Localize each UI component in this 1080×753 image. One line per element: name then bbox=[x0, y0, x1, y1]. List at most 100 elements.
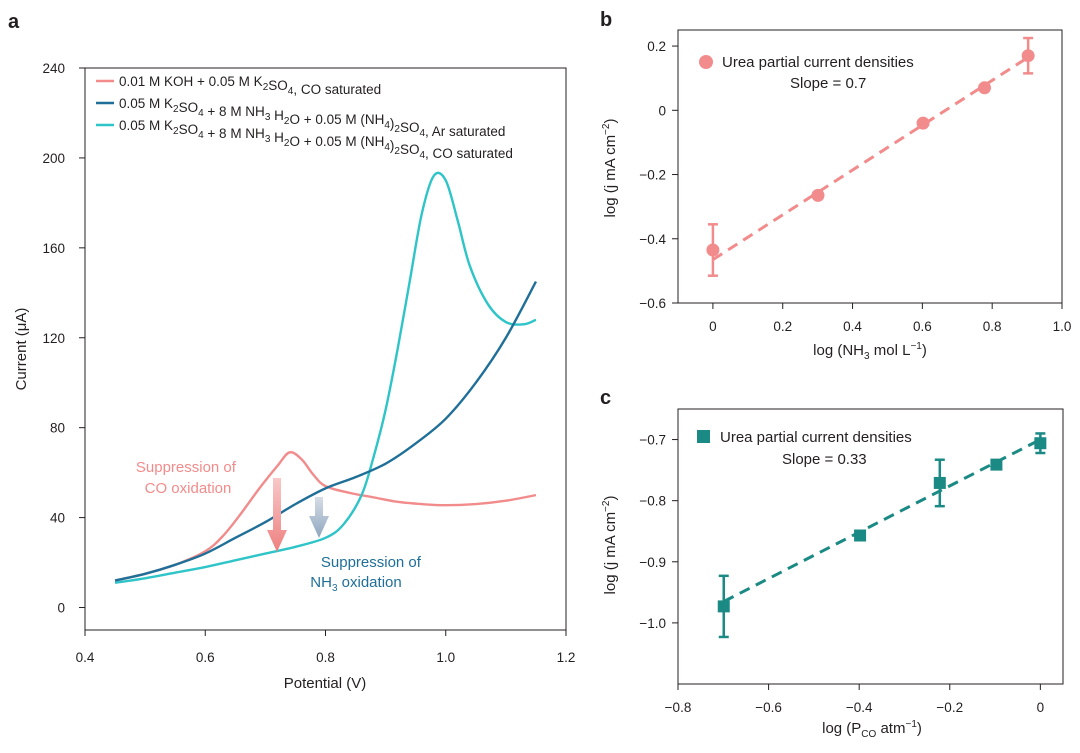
annotation-nh3-line2a: NH bbox=[310, 574, 332, 591]
legend-text-run: O + 0.05 M (NH bbox=[289, 134, 384, 149]
x-tick-label-c: −0.6 bbox=[755, 700, 782, 715]
legend-text-run: 0.05 M K bbox=[119, 118, 173, 133]
x-tick-label-a: 0.6 bbox=[196, 650, 215, 665]
legend-marker-c bbox=[697, 430, 710, 443]
legend-subscript: 2 bbox=[394, 146, 400, 157]
legend-text-run: SO bbox=[400, 142, 420, 157]
legend-subscript: 4 bbox=[198, 130, 204, 141]
annotation-co-line2: CO oxidation bbox=[145, 480, 232, 497]
x-tick-label-c: −0.2 bbox=[936, 700, 963, 715]
panel-a: 0.4 0.6 0.8 1.0 1.2 0 40 80 120 160 200 240 0.01 M … bbox=[13, 61, 575, 692]
x-tick-label-b: 0.6 bbox=[913, 319, 932, 334]
series-line-a-0 bbox=[114, 451, 537, 582]
data-point-b bbox=[1021, 49, 1035, 63]
data-point-c bbox=[854, 529, 867, 542]
x-tick-label-c: −0.8 bbox=[665, 700, 692, 715]
fit-line-c bbox=[723, 438, 1042, 603]
legend-subscript: 4 bbox=[384, 120, 390, 131]
data-point-c bbox=[717, 600, 730, 613]
panel-label-a: a bbox=[8, 11, 20, 33]
data-point-c bbox=[990, 458, 1003, 471]
y-tick-label-a: 160 bbox=[42, 241, 65, 256]
data-point-b bbox=[978, 81, 992, 95]
panel-c: −0.8 −0.6 −0.4 −0.2 0 −1.0 −0.9 −0.8 −0.7 Urea p… bbox=[601, 408, 1064, 740]
arrow-co-suppression bbox=[267, 478, 287, 552]
y-tick-label-a: 120 bbox=[42, 331, 65, 346]
annotation-co-suppression: Suppression of CO oxidation bbox=[136, 459, 240, 497]
legend-text-run: O + 0.05 M (NH bbox=[289, 112, 384, 127]
annotation-nh3-line2sub: 3 bbox=[332, 583, 338, 594]
x-tick-label-a: 1.0 bbox=[436, 650, 455, 665]
y-tick-label-c: −0.9 bbox=[639, 555, 666, 570]
legend-subscript: 3 bbox=[265, 134, 271, 145]
data-point-b bbox=[811, 188, 825, 202]
x-tick-label-b: 0.8 bbox=[983, 319, 1002, 334]
x-tick-label-a: 0.4 bbox=[76, 650, 95, 665]
x-tick-label-a: 0.8 bbox=[316, 650, 335, 665]
panel-label-b: b bbox=[600, 9, 612, 31]
legend-subscript: 2 bbox=[284, 116, 290, 127]
legend-label-a-0: 0.01 M KOH + 0.05 M K2SO4, CO saturated bbox=[119, 74, 381, 97]
data-point-c bbox=[1034, 437, 1047, 450]
legend-text-run: H bbox=[270, 108, 284, 123]
y-tick-label-a: 240 bbox=[42, 61, 65, 76]
panel-b: 0 0.2 0.4 0.6 0.8 1.0 −0.6 −0.4 −0.2 0 0.2 Urea pa… bbox=[601, 29, 1071, 362]
y-axis-label-a: Current (μA) bbox=[13, 308, 30, 391]
x-tick-label-c: −0.4 bbox=[846, 700, 873, 715]
series-line-a-1 bbox=[114, 280, 537, 582]
y-tick-label-b: 0.2 bbox=[647, 39, 666, 54]
legend-label-a-2: 0.05 M K2SO4 + 8 M NH3 H2O + 0.05 M (NH4… bbox=[119, 118, 513, 161]
y-axis-label-c: log (j mA cm−2) bbox=[601, 496, 619, 595]
plot-frame-c bbox=[677, 408, 1064, 685]
legend-text-run: SO bbox=[400, 120, 420, 135]
legend-text-run: SO bbox=[179, 100, 199, 115]
arrow-nh3-suppression bbox=[309, 497, 329, 538]
legend-subscript: 4 bbox=[198, 108, 204, 119]
legend-text-run: 0.01 M KOH + 0.05 M K bbox=[119, 74, 263, 89]
annotation-nh3-suppression: Suppression of NH3 oxidation bbox=[310, 554, 425, 594]
legend-marker-b bbox=[699, 55, 713, 69]
data-point-b bbox=[916, 116, 930, 130]
data-point-c bbox=[933, 476, 946, 489]
legend-subscript: 4 bbox=[419, 150, 425, 161]
legend-label-a-1: 0.05 M K2SO4 + 8 M NH3 H2O + 0.05 M (NH4… bbox=[119, 96, 505, 139]
y-tick-label-a: 0 bbox=[57, 601, 65, 616]
legend-label-b: Urea partial current densities bbox=[722, 54, 914, 71]
annotation-nh3-line1: Suppression of bbox=[321, 554, 422, 571]
x-tick-label-b: 0 bbox=[709, 319, 717, 334]
legend-subscript: 2 bbox=[173, 104, 179, 115]
legend-text-run: SO bbox=[179, 122, 199, 137]
annotation-co-line1: Suppression of bbox=[136, 459, 237, 476]
legend-subscript: 2 bbox=[173, 126, 179, 137]
x-axis-label-b: log (NH3 mol L−1) bbox=[813, 341, 927, 362]
y-tick-label-b: −0.4 bbox=[639, 232, 666, 247]
legend-text-run: H bbox=[270, 130, 284, 145]
annotation-nh3-line2b: oxidation bbox=[338, 574, 402, 591]
legend-text-run: + 8 M NH bbox=[204, 104, 265, 119]
legend-text-run: , CO saturated bbox=[425, 146, 513, 161]
legend-subscript: 4 bbox=[384, 142, 390, 153]
legend-text-run: 0.05 M K bbox=[119, 96, 173, 111]
legend-subscript: 2 bbox=[394, 124, 400, 135]
legend-text-run: ) bbox=[390, 138, 395, 153]
legend-subscript: 4 bbox=[288, 86, 294, 97]
legend-subscript: 2 bbox=[263, 82, 269, 93]
data-point-b bbox=[706, 243, 720, 257]
legend-subscript: 3 bbox=[265, 112, 271, 123]
fit-line-b bbox=[712, 56, 1029, 261]
y-tick-label-a: 200 bbox=[42, 151, 65, 166]
slope-label-c: Slope = 0.33 bbox=[782, 451, 867, 468]
plot-frame-b bbox=[677, 29, 1063, 304]
series-line-a-2 bbox=[114, 171, 537, 584]
y-tick-label-c: −1.0 bbox=[639, 616, 666, 631]
y-tick-label-c: −0.7 bbox=[639, 433, 666, 448]
x-axis-label-a: Potential (V) bbox=[284, 675, 367, 692]
panel-label-c: c bbox=[600, 387, 611, 409]
x-tick-label-a: 1.2 bbox=[557, 650, 576, 665]
y-tick-label-b: −0.2 bbox=[639, 168, 666, 183]
legend-text-run: SO bbox=[268, 78, 288, 93]
x-tick-label-b: 0.4 bbox=[843, 319, 862, 334]
x-tick-label-c: 0 bbox=[1037, 700, 1045, 715]
y-axis-label-b: log (j mA cm−2) bbox=[601, 119, 619, 218]
